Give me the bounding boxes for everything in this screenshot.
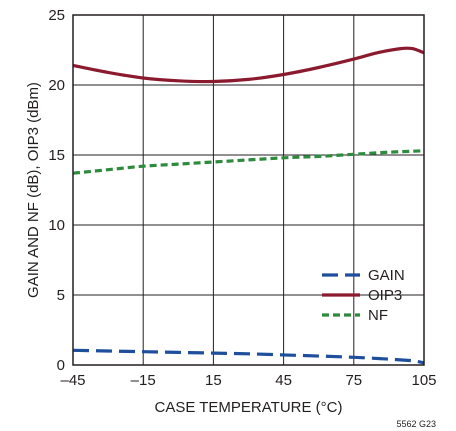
series-line-nf (72, 149, 425, 175)
legend-label-oip3: OIP3 (368, 287, 402, 304)
legend-label-nf: NF (368, 307, 388, 324)
y-tick-label: 15 (48, 147, 65, 164)
y-tick-labels: 0 5 10 15 20 25 (48, 7, 65, 374)
y-tick-label: 10 (48, 217, 65, 234)
y-tick-label: 25 (48, 7, 65, 24)
series-lines (72, 46, 425, 365)
x-tick-label: 75 (345, 372, 362, 389)
y-axis-label: GAIN AND NF (dB), OIP3 (dBm) (25, 82, 42, 298)
y-tick-label: 5 (57, 287, 65, 304)
y-tick-label: 0 (57, 357, 65, 374)
x-tick-label: –45 (60, 372, 85, 389)
legend: GAIN OIP3 NF (322, 267, 405, 324)
legend-label-gain: GAIN (368, 267, 405, 284)
plot-frame (72, 14, 425, 366)
series-line-oip3 (72, 46, 425, 84)
x-tick-label: 45 (275, 372, 292, 389)
x-tick-labels: –45 –15 15 45 75 105 (60, 372, 436, 389)
y-tick-label: 20 (48, 77, 65, 94)
x-tick-label: –15 (131, 372, 156, 389)
figure-code: 5562 G23 (396, 419, 436, 429)
series-line-gain (72, 348, 425, 365)
x-tick-label: 105 (411, 372, 436, 389)
x-tick-label: 15 (205, 372, 222, 389)
x-axis-label: CASE TEMPERATURE (°C) (155, 399, 343, 416)
